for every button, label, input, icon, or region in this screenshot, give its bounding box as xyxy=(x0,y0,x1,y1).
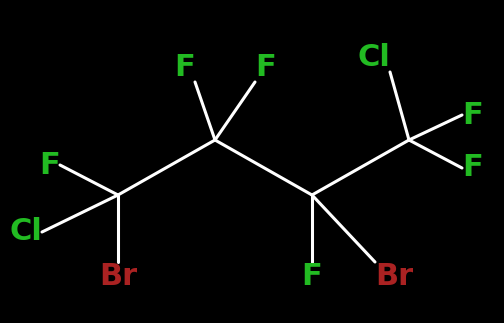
Text: F: F xyxy=(174,53,195,82)
Text: F: F xyxy=(462,153,483,182)
Text: F: F xyxy=(39,151,60,180)
Text: Br: Br xyxy=(99,262,137,291)
Text: F: F xyxy=(301,262,323,291)
Text: Cl: Cl xyxy=(357,43,390,72)
Text: F: F xyxy=(255,53,276,82)
Text: F: F xyxy=(462,100,483,130)
Text: Cl: Cl xyxy=(9,217,42,246)
Text: Br: Br xyxy=(375,262,413,291)
